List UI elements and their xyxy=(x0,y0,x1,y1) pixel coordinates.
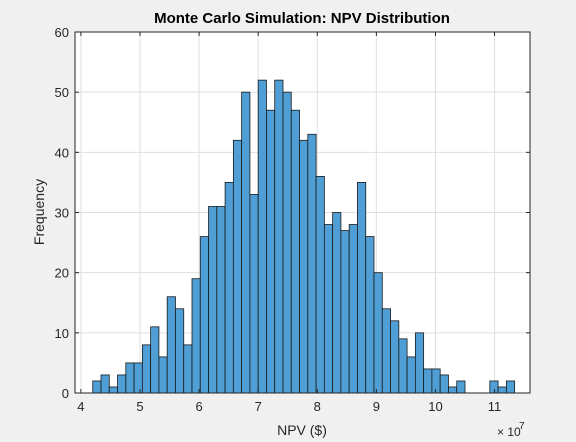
histogram-bar xyxy=(224,182,234,394)
histogram-bar xyxy=(423,368,433,394)
histogram-bar xyxy=(489,380,499,394)
histogram-bar xyxy=(166,296,176,394)
y-tick-label: 60 xyxy=(55,25,69,40)
histogram-bar xyxy=(456,380,466,394)
y-axis-label: Frequency xyxy=(31,179,47,245)
histogram-bars xyxy=(92,79,516,394)
y-tick-label: 20 xyxy=(55,266,69,281)
x-tick-label: 6 xyxy=(195,399,202,414)
x-tick-labels: 4 5 6 7 8 9 10 11 xyxy=(77,399,501,414)
y-tick-labels: 0 10 20 30 40 50 60 xyxy=(55,25,69,401)
histogram-bar xyxy=(117,374,127,394)
histogram-bar xyxy=(357,182,367,394)
histogram-bar xyxy=(448,386,458,394)
y-tick-label: 50 xyxy=(55,85,69,100)
histogram-bar xyxy=(257,79,267,394)
chart-title: Monte Carlo Simulation: NPV Distribution xyxy=(154,10,450,27)
histogram-bar xyxy=(183,344,193,394)
histogram-bar xyxy=(158,356,168,394)
histogram-bar xyxy=(199,236,209,394)
y-tick-label: 30 xyxy=(55,206,69,221)
histogram-bar xyxy=(249,194,259,394)
x-tick-label: 5 xyxy=(136,399,143,414)
histogram-bar xyxy=(282,91,292,394)
x-axis-label: NPV ($) xyxy=(277,422,327,438)
histogram-bar xyxy=(232,139,243,394)
histogram-bar xyxy=(381,308,391,394)
histogram-bar xyxy=(266,109,276,394)
histogram-bar xyxy=(505,380,516,394)
histogram-bar xyxy=(125,362,135,394)
x-tick-label: 4 xyxy=(77,399,84,414)
histogram-bar xyxy=(191,278,201,394)
histogram-bar xyxy=(299,139,309,394)
x-tick-label: 8 xyxy=(314,399,321,414)
y-tick-label: 0 xyxy=(62,386,69,401)
histogram-bar xyxy=(414,332,425,394)
histogram-bar xyxy=(340,230,350,394)
histogram-bar xyxy=(216,206,226,394)
histogram-bar xyxy=(92,380,102,394)
x-tick-label: 10 xyxy=(428,399,442,414)
histogram-bar xyxy=(108,386,118,394)
histogram-bar xyxy=(141,344,152,394)
histogram-bar xyxy=(398,338,408,394)
histogram-bar xyxy=(497,386,507,394)
x-tick-label: 7 xyxy=(255,399,262,414)
histogram-bar xyxy=(315,175,325,394)
histogram-bar xyxy=(332,212,342,394)
tick-marks xyxy=(75,31,530,394)
histogram-bar xyxy=(241,91,251,394)
histogram-bar xyxy=(175,308,185,394)
histogram-bar xyxy=(100,374,110,394)
histogram-bar xyxy=(373,272,383,394)
histogram-bar xyxy=(348,224,358,394)
histogram-bar xyxy=(208,206,218,394)
histogram-bar xyxy=(290,109,300,394)
x-tick-label: 9 xyxy=(373,399,380,414)
histogram-bar xyxy=(150,326,160,394)
x-axis-exponent-power: 7 xyxy=(519,421,525,432)
y-tick-label: 10 xyxy=(55,326,69,341)
x-axis-exponent-base: × 10 xyxy=(497,425,521,439)
histogram-bar xyxy=(431,368,441,394)
y-tick-label: 40 xyxy=(55,145,69,160)
histogram-bar xyxy=(365,236,375,394)
histogram-bar xyxy=(323,224,334,394)
x-tick-label: 11 xyxy=(488,399,502,414)
histogram-bar xyxy=(390,320,400,394)
histogram-bar xyxy=(406,356,416,394)
histogram-bar xyxy=(133,362,143,394)
histogram-bar xyxy=(307,133,317,394)
histogram-bar xyxy=(439,374,449,394)
histogram-bar xyxy=(274,79,284,394)
